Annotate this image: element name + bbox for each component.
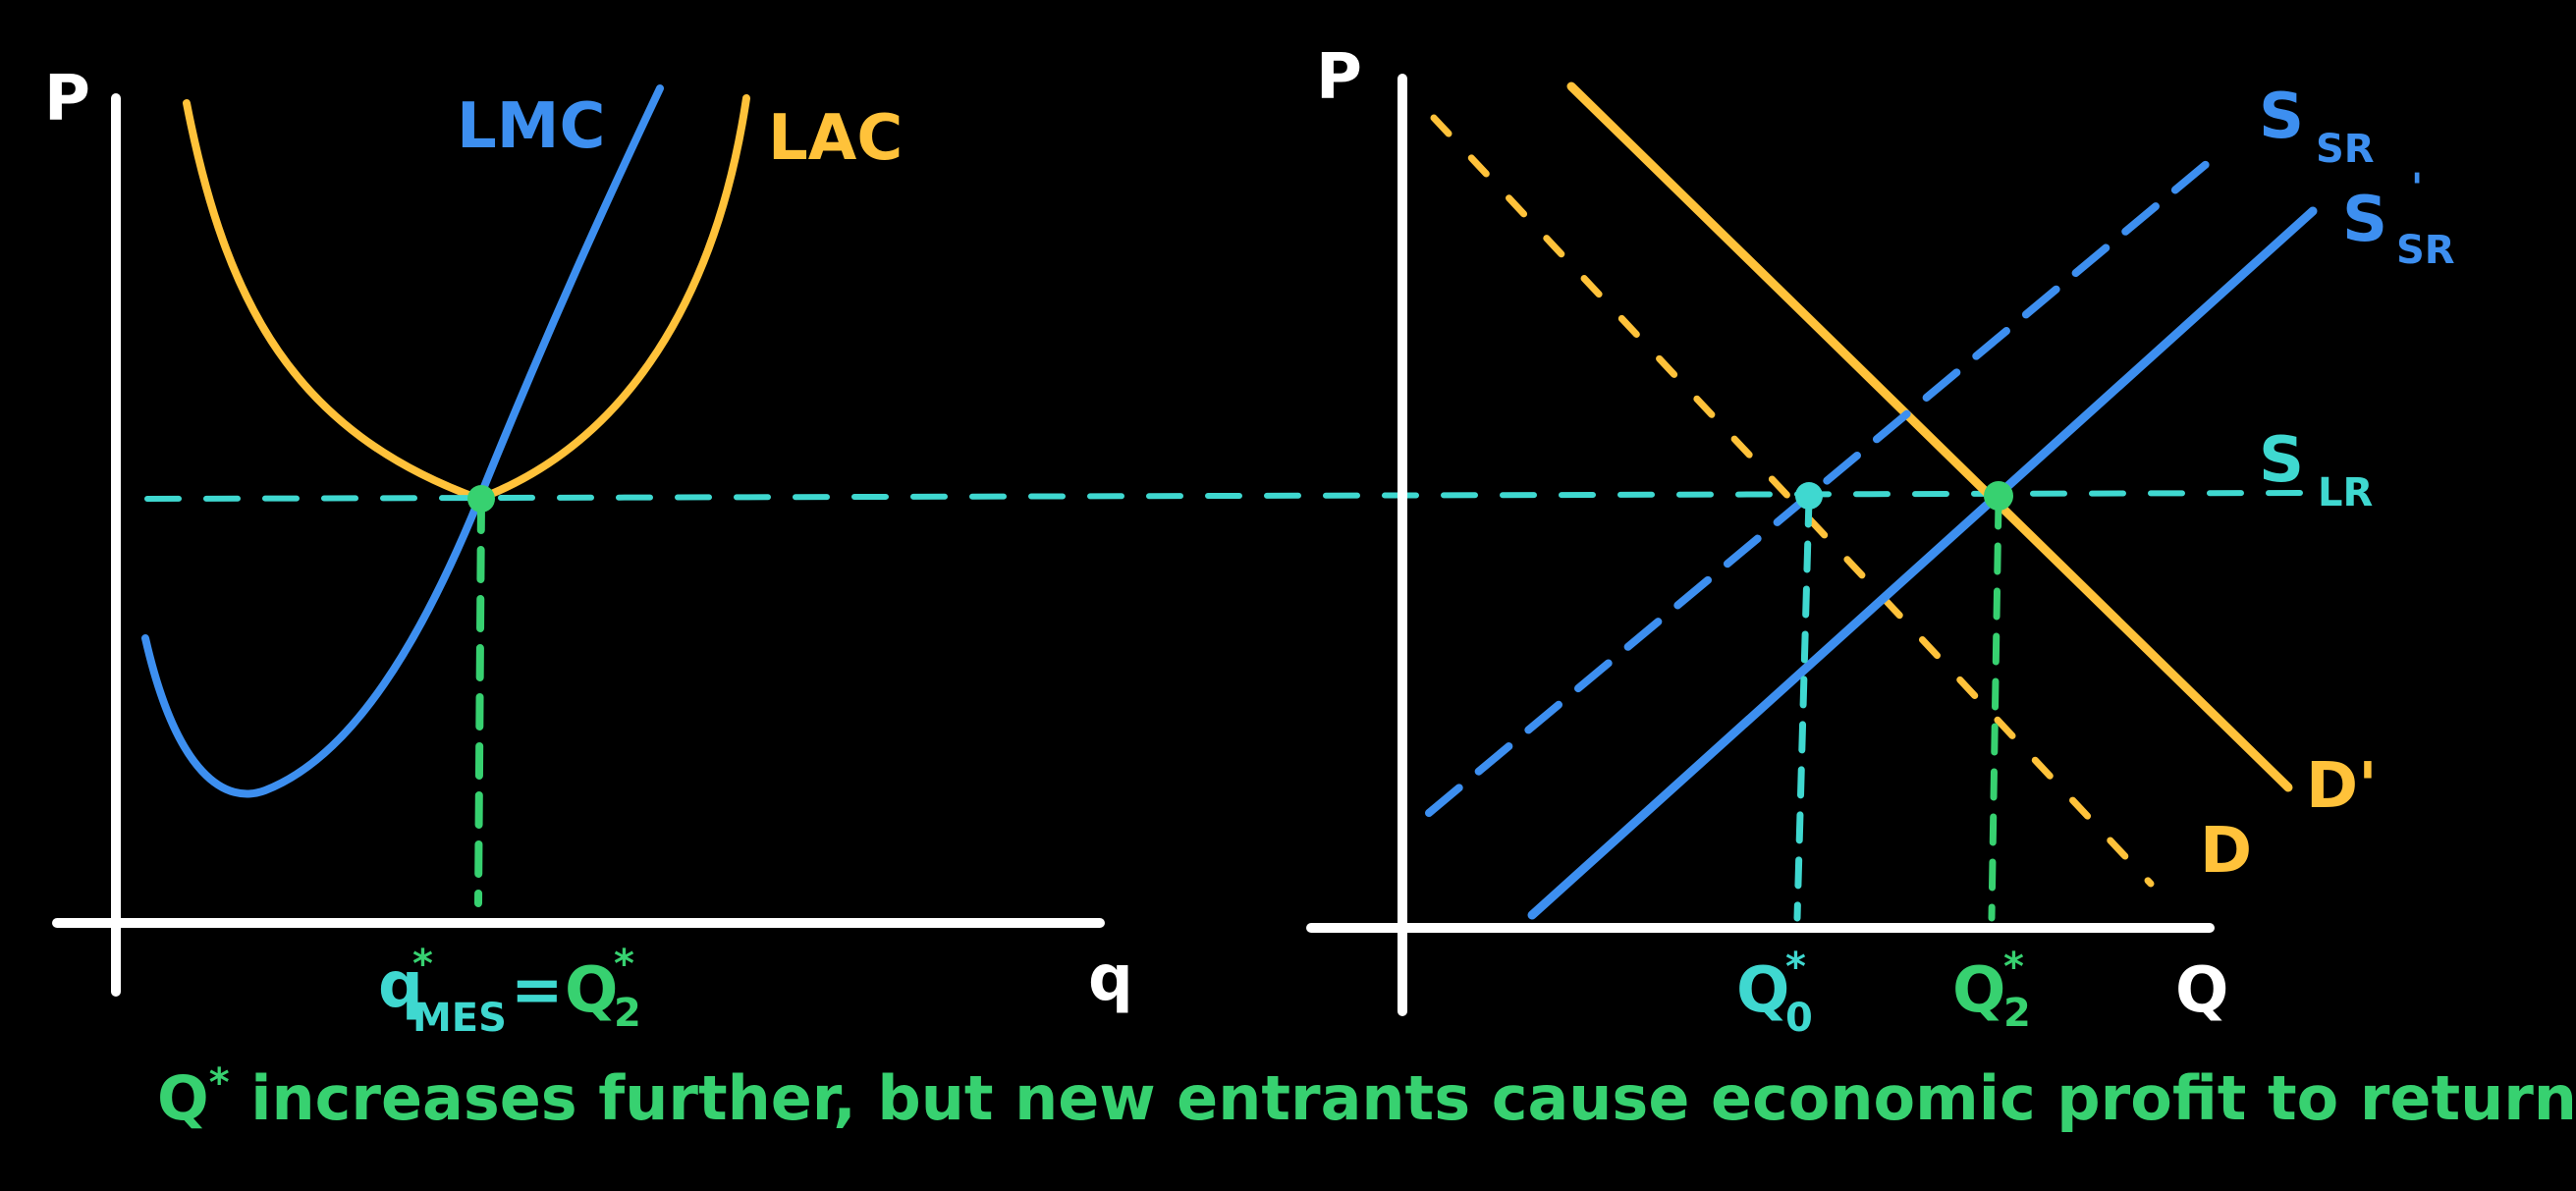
lmc-curve [141, 84, 664, 798]
q2-label: Q * 2 [1952, 945, 2031, 1036]
qmes-Q-star: * [614, 942, 634, 987]
right-panel: P Q S SR S ' SR S LR D D' Q * 0 Q * [1306, 41, 2455, 1041]
q2-main: Q [1952, 954, 2005, 1027]
right-x-axis-label: Q [2175, 954, 2228, 1027]
ssr-main: S [2259, 81, 2304, 153]
supply-ssr-prime-line [1527, 206, 2318, 920]
ssr-prime-mark: ' [2411, 166, 2423, 211]
ssr-label: S SR [2259, 81, 2375, 172]
q0-label: Q * 0 [1736, 945, 1813, 1041]
slr-main: S [2259, 424, 2304, 497]
demand-d-line [1430, 114, 2155, 888]
qmes-equals: = [511, 954, 564, 1027]
left-x-marker-label: q * MES = Q * 2 [378, 942, 641, 1041]
ssr-prime-main: S [2342, 184, 2387, 256]
qmes-Q: Q [565, 954, 618, 1027]
s-lr-line [144, 490, 2306, 502]
caption-q: Q [157, 1062, 209, 1134]
demand-d-prime-label: D' [2306, 750, 2378, 823]
left-qmes-dropline [474, 497, 485, 907]
q2-star: * [2003, 945, 2024, 990]
qmes-star: * [412, 942, 433, 987]
qmes-sub: MES [412, 996, 507, 1041]
ssr-prime-label: S ' SR [2342, 166, 2455, 273]
initial-equilibrium-point [1795, 482, 1823, 510]
left-x-axis-label: q [1088, 943, 1133, 1015]
lmc-label: LMC [457, 90, 605, 163]
q0-main: Q [1736, 954, 1789, 1027]
ssr-sub: SR [2316, 127, 2375, 172]
q2-sub: 2 [2003, 991, 2031, 1036]
left-y-axis-label: P [44, 63, 90, 135]
new-equilibrium-point [1984, 481, 2013, 511]
qmes-q: q [378, 949, 423, 1022]
caption: Q* increases further, but new entrants c… [157, 1060, 2576, 1134]
slr-label: S LR [2259, 424, 2373, 515]
ssr-prime-sub: SR [2396, 228, 2455, 273]
left-equilibrium-point [467, 485, 495, 513]
demand-d-label: D [2200, 815, 2252, 888]
right-y-axis-label: P [1316, 41, 1362, 114]
slr-sub: LR [2318, 470, 2373, 515]
q0-star: * [1785, 945, 1806, 990]
q0-sub: 0 [1785, 996, 1813, 1041]
q0-dropline [1793, 495, 1813, 922]
caption-text: increases further, but new entrants caus… [230, 1062, 2576, 1134]
lac-label: LAC [768, 102, 903, 175]
supply-ssr-line [1425, 153, 2219, 817]
demand-d-prime-line [1566, 81, 2293, 792]
caption-star: * [209, 1060, 230, 1106]
q2-dropline [1988, 497, 2002, 922]
qmes-Q-sub: 2 [614, 991, 641, 1036]
